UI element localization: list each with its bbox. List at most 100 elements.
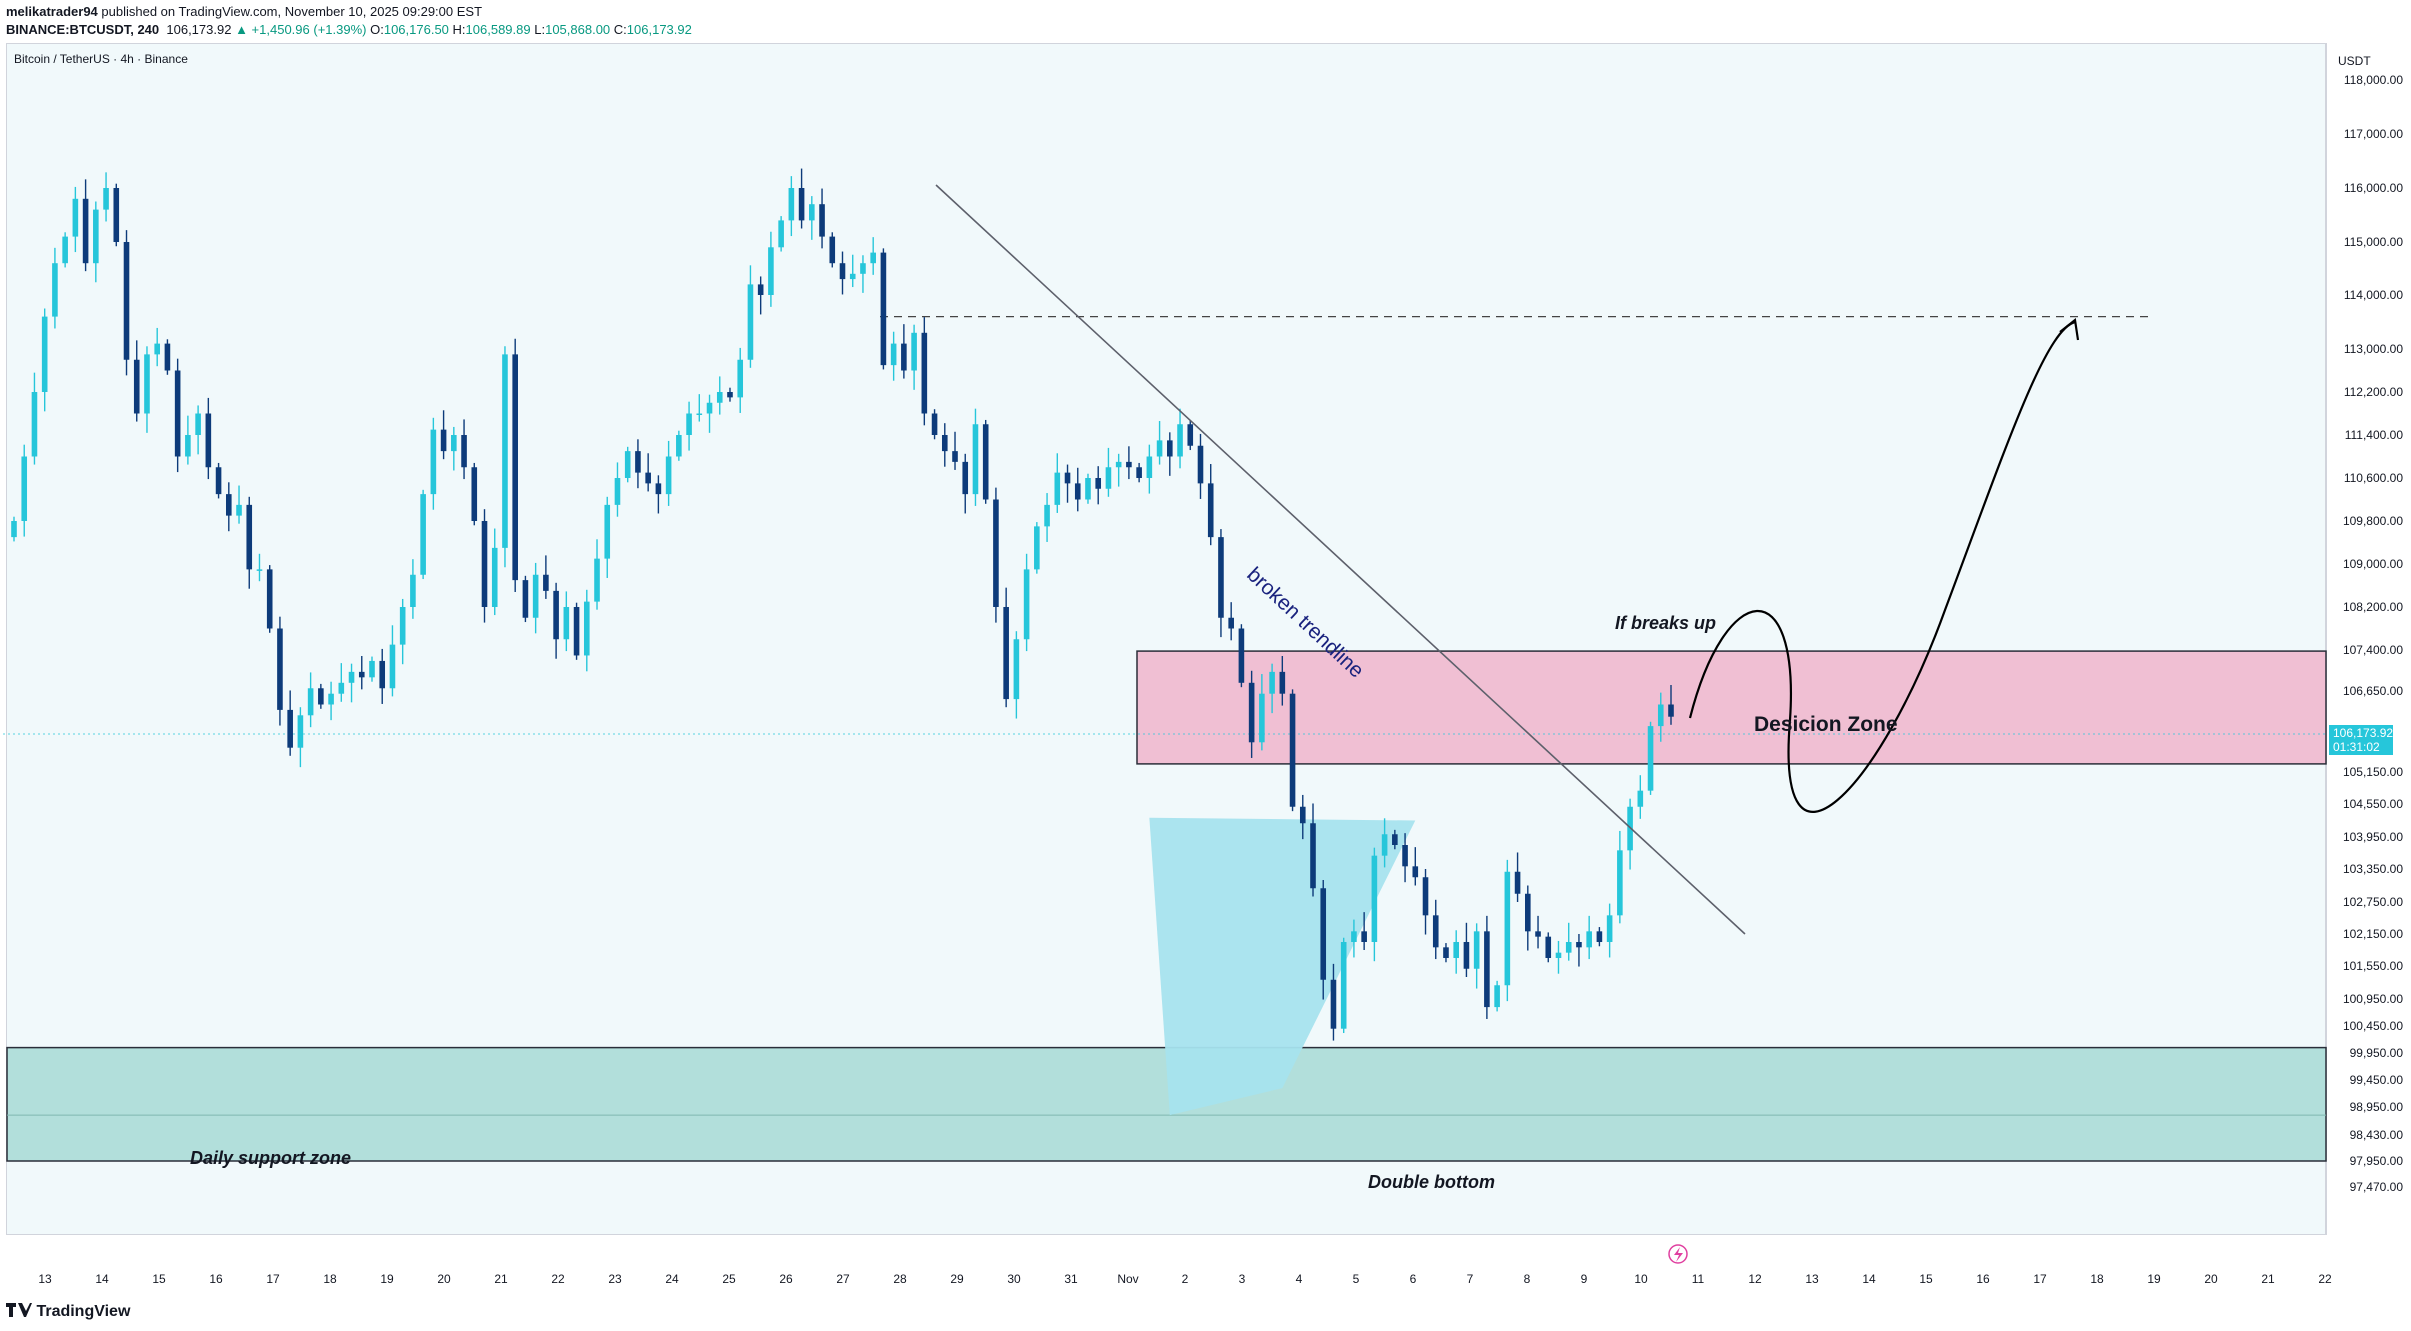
candle-body	[287, 709, 293, 748]
current-price: 106,173.92	[2333, 726, 2394, 740]
candle-body	[215, 467, 222, 495]
candle-body	[1167, 440, 1173, 457]
candle-body	[1606, 915, 1613, 942]
candle-body	[491, 547, 498, 607]
candle-body	[757, 284, 764, 295]
time-tick-label: 10	[1634, 1272, 1648, 1286]
candle-body	[952, 451, 958, 462]
price-tick-label: 97,470.00	[2349, 1180, 2403, 1194]
time-tick-label: 17	[2033, 1272, 2047, 1286]
candle-body	[1003, 607, 1009, 700]
low-label: L:	[534, 22, 546, 37]
time-tick-label: 6	[1409, 1272, 1417, 1286]
price-axis[interactable]	[2326, 43, 2411, 1235]
time-tick-label: 18	[2090, 1272, 2104, 1286]
candle-body	[1535, 931, 1541, 937]
time-tick-label: 25	[722, 1272, 736, 1286]
price-tick-label: 108,200.00	[2342, 600, 2403, 614]
candle-body	[21, 456, 28, 521]
candle-body	[1473, 931, 1480, 969]
candle-body	[1105, 467, 1112, 489]
candle-body	[52, 263, 58, 317]
time-tick-label: 14	[1862, 1272, 1876, 1286]
close-label: C:	[613, 22, 627, 37]
candle-body	[1637, 790, 1644, 807]
price-tick-label: 114,000.00	[2343, 288, 2403, 302]
candle-body	[1115, 461, 1122, 468]
candle-body	[809, 204, 815, 221]
published-text: published on TradingView.com, November 1…	[101, 4, 483, 19]
candle-body	[246, 504, 253, 570]
candle-body	[870, 252, 876, 264]
high-label: H:	[452, 22, 466, 37]
candle-body	[256, 569, 263, 571]
candle-body	[318, 688, 324, 705]
publish-info: melikatrader94 published on TradingView.…	[6, 4, 482, 19]
candle-body	[1545, 936, 1552, 958]
candle-body	[440, 429, 447, 452]
candle-body	[645, 472, 651, 484]
open-value: 106,176.50	[383, 22, 449, 37]
chart-symbol-label: Bitcoin / TetherUS · 4h · Binance	[14, 52, 188, 66]
currency-unit[interactable]: USDT	[2338, 54, 2371, 68]
candle-body	[1586, 931, 1592, 948]
candle-body	[430, 429, 437, 495]
author-name[interactable]: melikatrader94	[6, 4, 98, 19]
time-tick-label: 7	[1466, 1272, 1474, 1286]
candle-body	[788, 188, 795, 221]
candle-body	[1617, 850, 1623, 916]
candle-body	[635, 451, 641, 473]
candle-body	[195, 413, 201, 435]
candle-body	[1177, 424, 1183, 457]
candle-body	[338, 682, 345, 694]
candle-body	[1340, 942, 1347, 1029]
tradingview-logo[interactable]: TradingView	[6, 1303, 130, 1321]
candle-body	[174, 370, 181, 457]
time-tick-label: 26	[779, 1272, 793, 1286]
price-tick-label: 102,150.00	[2342, 927, 2403, 941]
candle-body	[369, 660, 375, 678]
time-tick-label: 11	[1691, 1272, 1705, 1286]
candle-body	[665, 456, 672, 495]
price-tick-label: 99,950.00	[2349, 1046, 2403, 1060]
decision-zone-label: Desicion Zone	[1754, 713, 1898, 736]
price-tick-label: 100,950.00	[2342, 992, 2403, 1006]
time-tick-label: 28	[893, 1272, 907, 1286]
time-tick-label: 20	[2204, 1272, 2218, 1286]
time-tick-label: 16	[209, 1272, 223, 1286]
candle-body	[798, 188, 805, 221]
lightning-icon-ring	[1668, 1244, 1688, 1264]
time-tick-label: 13	[38, 1272, 52, 1286]
candle-body	[1310, 823, 1316, 889]
price-tick-label: 103,350.00	[2342, 862, 2403, 876]
candle-body	[829, 236, 836, 264]
price-tick-label: 98,430.00	[2349, 1128, 2403, 1142]
candle-body	[1484, 931, 1490, 1008]
candle-body	[1412, 866, 1419, 878]
time-tick-label: 15	[152, 1272, 166, 1286]
price-tick-label: 100,450.00	[2342, 1019, 2403, 1033]
time-tick-label: Nov	[1117, 1272, 1139, 1286]
candle-body	[1156, 440, 1163, 457]
candle-body	[1238, 628, 1245, 683]
price-tick-label: 97,950.00	[2349, 1154, 2403, 1168]
candle-body	[849, 273, 856, 280]
candle-body	[328, 693, 334, 705]
close-value: 106,173.92	[626, 22, 692, 37]
candle-body	[778, 220, 784, 248]
price-tick-label: 117,000.00	[2343, 127, 2403, 141]
candle-body	[1443, 947, 1449, 958]
candle-body	[686, 413, 692, 435]
lightning-icon-bolt	[1674, 1247, 1683, 1262]
candle-body	[1044, 504, 1050, 527]
time-axis[interactable]	[6, 1235, 2326, 1285]
candle-body	[614, 478, 621, 505]
lightning-icon[interactable]	[1668, 1244, 1688, 1264]
candle-body	[583, 601, 590, 656]
candle-body	[941, 435, 948, 452]
candle-body	[399, 607, 406, 645]
time-tick-label: 29	[950, 1272, 964, 1286]
candle-body	[747, 284, 754, 360]
candle-body	[839, 263, 846, 280]
